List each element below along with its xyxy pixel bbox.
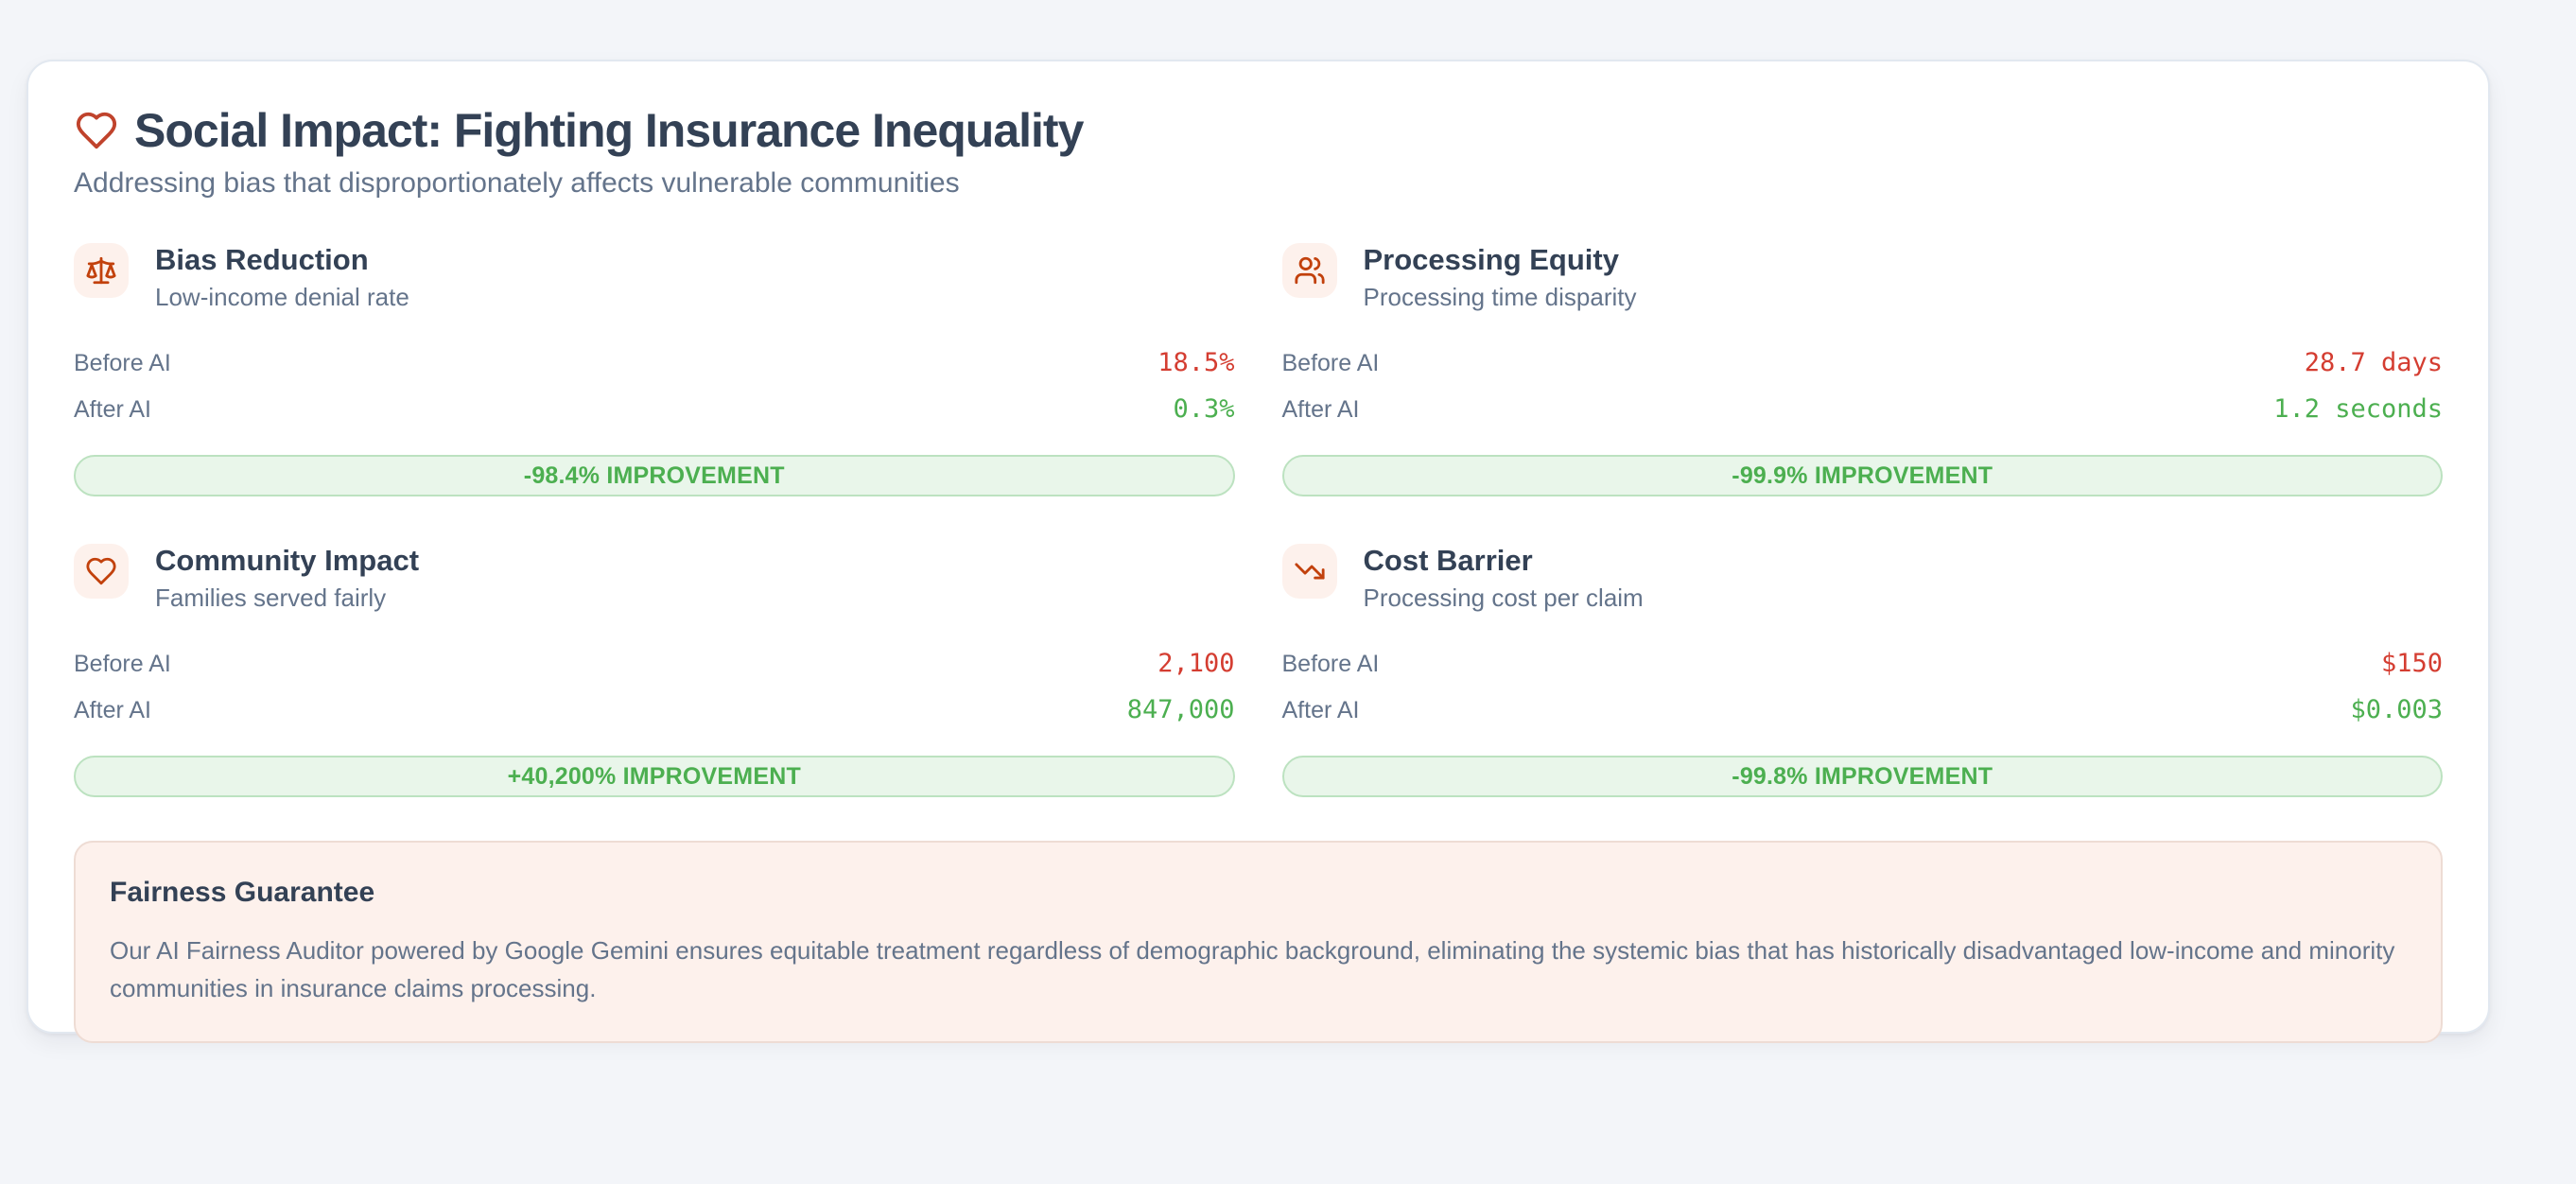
metric-subtitle: Processing cost per claim bbox=[1363, 583, 1644, 612]
fairness-title: Fairness Guarantee bbox=[110, 877, 375, 908]
after-ai-value: 0.3% bbox=[1173, 394, 1235, 424]
before-ai-label: Before AI bbox=[1281, 350, 1380, 376]
page-subtitle: Addressing bias that disproportionately … bbox=[74, 167, 960, 199]
before-ai-row: Before AI 2,100 bbox=[74, 640, 1235, 687]
card-header: Social Impact: Fighting Insurance Inequa… bbox=[74, 105, 2443, 200]
after-ai-label: After AI bbox=[74, 697, 151, 723]
metric-head: Bias Reduction Low-income denial rate bbox=[74, 243, 1235, 311]
before-ai-value: 28.7 days bbox=[2304, 348, 2443, 377]
metric-rows: Before AI 2,100 After AI 847,000 bbox=[74, 640, 1235, 733]
after-ai-value: $0.003 bbox=[2350, 695, 2443, 724]
before-ai-value: 18.5% bbox=[1157, 348, 1235, 377]
metric-rows: Before AI $150 After AI $0.003 bbox=[1282, 640, 2444, 733]
before-ai-value: 2,100 bbox=[1157, 649, 1235, 678]
metric-subtitle: Processing time disparity bbox=[1363, 283, 1637, 311]
metric-title: Processing Equity bbox=[1363, 243, 1619, 276]
metric-processing-equity: Processing Equity Processing time dispar… bbox=[1281, 243, 2444, 496]
before-ai-row: Before AI 18.5% bbox=[74, 340, 1235, 386]
after-ai-value: 1.2 seconds bbox=[2273, 394, 2443, 424]
improvement-badge: -98.4% IMPROVEMENT bbox=[74, 455, 1235, 496]
social-impact-card: Social Impact: Fighting Insurance Inequa… bbox=[26, 60, 2490, 1043]
metric-bias-reduction: Bias Reduction Low-income denial rate Be… bbox=[74, 243, 1235, 496]
metric-subtitle: Low-income denial rate bbox=[155, 283, 409, 311]
metric-head: Cost Barrier Processing cost per claim bbox=[1281, 544, 2444, 612]
metric-subtitle: Families served fairly bbox=[155, 583, 387, 612]
after-ai-value: 847,000 bbox=[1126, 695, 1235, 724]
trending-down-icon bbox=[1281, 544, 1337, 599]
metric-community-impact: Community Impact Families served fairly … bbox=[74, 544, 1235, 797]
users-icon bbox=[1281, 243, 1337, 298]
after-ai-label: After AI bbox=[74, 396, 151, 423]
improvement-badge: +40,200% IMPROVEMENT bbox=[74, 756, 1235, 797]
before-ai-value: $150 bbox=[2380, 649, 2443, 678]
metric-title: Cost Barrier bbox=[1363, 544, 1533, 577]
metric-rows: Before AI 28.7 days After AI 1.2 seconds bbox=[1282, 340, 2444, 432]
metric-head-text: Bias Reduction Low-income denial rate bbox=[155, 243, 409, 311]
before-ai-row: Before AI $150 bbox=[1282, 640, 2444, 687]
metric-rows: Before AI 18.5% After AI 0.3% bbox=[74, 340, 1235, 432]
metric-cost-barrier: Cost Barrier Processing cost per claim B… bbox=[1281, 544, 2444, 797]
fairness-body: Our AI Fairness Auditor powered by Googl… bbox=[110, 936, 2395, 1002]
after-ai-row: After AI $0.003 bbox=[1282, 687, 2444, 733]
metrics-grid: Bias Reduction Low-income denial rate Be… bbox=[74, 243, 2443, 797]
metric-head-text: Processing Equity Processing time dispar… bbox=[1364, 243, 1637, 311]
scales-icon bbox=[74, 243, 129, 298]
after-ai-label: After AI bbox=[1281, 697, 1360, 723]
metric-head: Community Impact Families served fairly bbox=[74, 544, 1235, 612]
metric-title: Community Impact bbox=[155, 544, 420, 577]
heart-icon bbox=[74, 109, 119, 152]
metric-head: Processing Equity Processing time dispar… bbox=[1281, 243, 2444, 311]
before-ai-label: Before AI bbox=[74, 350, 171, 376]
before-ai-label: Before AI bbox=[1281, 651, 1380, 677]
improvement-badge: -99.8% IMPROVEMENT bbox=[1281, 756, 2443, 797]
after-ai-row: After AI 1.2 seconds bbox=[1282, 386, 2444, 432]
before-ai-label: Before AI bbox=[74, 651, 171, 677]
fairness-guarantee-box: Fairness Guarantee Our AI Fairness Audit… bbox=[74, 841, 2443, 1043]
metric-head-text: Community Impact Families served fairly bbox=[155, 544, 419, 612]
heart-icon bbox=[74, 544, 129, 599]
after-ai-label: After AI bbox=[1281, 396, 1360, 423]
after-ai-row: After AI 0.3% bbox=[74, 386, 1235, 432]
title-row: Social Impact: Fighting Insurance Inequa… bbox=[74, 105, 2443, 156]
after-ai-row: After AI 847,000 bbox=[74, 687, 1235, 733]
metric-title: Bias Reduction bbox=[155, 243, 369, 276]
page-title: Social Impact: Fighting Insurance Inequa… bbox=[134, 104, 1084, 157]
improvement-badge: -99.9% IMPROVEMENT bbox=[1281, 455, 2443, 496]
before-ai-row: Before AI 28.7 days bbox=[1282, 340, 2444, 386]
metric-head-text: Cost Barrier Processing cost per claim bbox=[1364, 544, 1644, 612]
